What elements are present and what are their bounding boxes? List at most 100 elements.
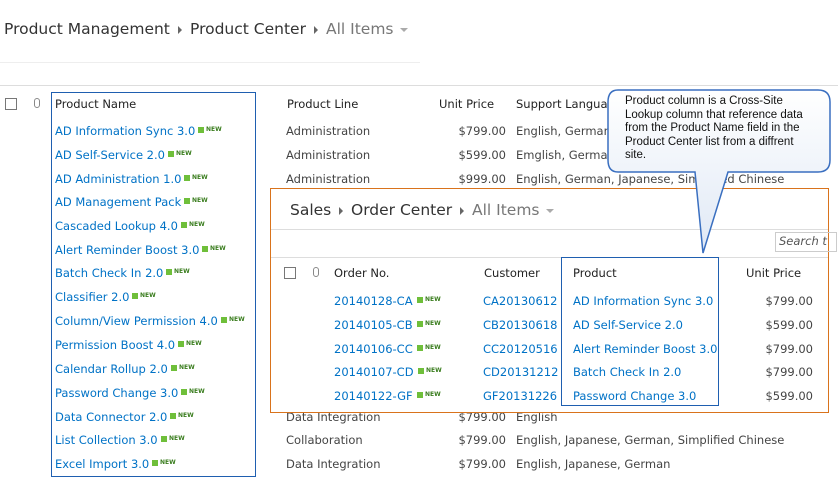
- new-badge: NEW: [417, 344, 441, 351]
- column-header[interactable]: Product: [573, 266, 617, 280]
- checkbox[interactable]: [284, 267, 296, 279]
- customer[interactable]: GF20131226: [483, 389, 558, 403]
- breadcrumb-item[interactable]: Sales: [290, 201, 332, 219]
- column-header[interactable]: Order No.: [334, 266, 390, 280]
- product[interactable]: Alert Reminder Boost 3.0: [573, 342, 718, 356]
- new-badge: NEW: [221, 316, 245, 323]
- product[interactable]: AD Self-Service 2.0: [573, 318, 683, 332]
- product-name[interactable]: Data Connector 2.0: [55, 410, 168, 424]
- attachment-icon: [313, 267, 319, 277]
- new-badge: NEW: [417, 320, 441, 327]
- product-name[interactable]: AD Self-Service 2.0: [55, 148, 165, 162]
- callout-text: Product column is a Cross-Site Lookup co…: [625, 95, 803, 161]
- unit-price: $599.00: [765, 318, 813, 332]
- column-header[interactable]: Support Langua: [516, 97, 608, 111]
- product-name[interactable]: AD Management Pack: [55, 195, 182, 209]
- unit-price: $799.00: [458, 433, 506, 447]
- column-header[interactable]: Unit Price: [746, 266, 802, 280]
- divider: [271, 257, 828, 258]
- breadcrumb-item[interactable]: Product Center: [190, 20, 306, 38]
- new-badge: NEW: [161, 435, 185, 442]
- product[interactable]: AD Information Sync 3.0: [573, 294, 714, 308]
- unit-price: $799.00: [765, 294, 813, 308]
- product-line: Administration: [286, 124, 371, 138]
- languages: English, Japanese, German, Simplified Ch…: [516, 433, 785, 447]
- languages: Emglish, German: [516, 148, 615, 162]
- search-placeholder[interactable]: Search t: [779, 234, 827, 248]
- unit-price: $999.00: [458, 172, 506, 186]
- unit-price: $599.00: [458, 148, 506, 162]
- new-badge: NEW: [170, 412, 194, 419]
- customer[interactable]: CA20130612: [483, 294, 558, 308]
- product[interactable]: Password Change 3.0: [573, 389, 697, 403]
- breadcrumb-item[interactable]: All Items: [472, 201, 540, 219]
- chevron: [339, 207, 343, 215]
- column-header[interactable]: Customer: [484, 266, 540, 280]
- languages: English: [516, 410, 558, 424]
- customer[interactable]: CD20131212: [483, 365, 559, 379]
- chevron: [314, 26, 318, 34]
- unit-price: $799.00: [458, 124, 506, 138]
- order-no[interactable]: 20140106-CC: [334, 342, 413, 356]
- divider: [0, 85, 838, 86]
- product-name[interactable]: Column/View Permission 4.0: [55, 314, 218, 328]
- product-name[interactable]: Permission Boost 4.0: [55, 338, 176, 352]
- product-name[interactable]: AD Information Sync 3.0: [55, 124, 196, 138]
- product-line: Administration: [286, 148, 371, 162]
- order-no[interactable]: 20140107-CD: [334, 365, 414, 379]
- new-badge: NEW: [152, 459, 176, 466]
- new-badge: NEW: [171, 364, 195, 371]
- column-header[interactable]: Product Name: [55, 97, 137, 111]
- search-box[interactable]: [775, 232, 837, 252]
- new-badge: NEW: [166, 268, 190, 275]
- languages: English, Japanese, German: [516, 457, 671, 471]
- product-name[interactable]: Alert Reminder Boost 3.0: [55, 243, 200, 257]
- customer[interactable]: CB20130618: [483, 318, 558, 332]
- product-line: Administration: [286, 172, 371, 186]
- column-header[interactable]: Product Line: [287, 97, 359, 111]
- new-badge: NEW: [417, 391, 441, 398]
- callout-shape: [607, 89, 831, 254]
- product-name[interactable]: Excel Import 3.0: [55, 457, 150, 471]
- languages: English, German: [516, 124, 611, 138]
- unit-price: $799.00: [765, 342, 813, 356]
- product-name[interactable]: AD Administration 1.0: [55, 172, 182, 186]
- chevron: [460, 207, 464, 215]
- new-badge: NEW: [168, 150, 192, 157]
- new-badge: NEW: [202, 245, 226, 252]
- new-badge: NEW: [132, 292, 156, 299]
- breadcrumb-item[interactable]: All Items: [326, 20, 394, 38]
- divider: [0, 62, 420, 63]
- product-name[interactable]: List Collection 3.0: [55, 433, 158, 447]
- attachment-icon: [34, 98, 40, 108]
- product-name[interactable]: Cascaded Lookup 4.0: [55, 219, 178, 233]
- new-badge: NEW: [418, 367, 442, 374]
- product-name[interactable]: Calendar Rollup 2.0: [55, 362, 168, 376]
- order-no[interactable]: 20140128-CA: [334, 294, 413, 308]
- product-name[interactable]: Classifier 2.0: [55, 290, 130, 304]
- product[interactable]: Batch Check In 2.0: [573, 365, 682, 379]
- product-line: Data Integration: [286, 457, 381, 471]
- order-no[interactable]: 20140105-CB: [334, 318, 413, 332]
- dropdown-arrow: [400, 28, 408, 32]
- checkbox[interactable]: [5, 98, 17, 110]
- breadcrumb-item[interactable]: Product Management: [4, 20, 170, 38]
- product-name[interactable]: Password Change 3.0: [55, 386, 179, 400]
- product-line: Collaboration: [286, 433, 363, 447]
- highlight-box: [51, 92, 256, 477]
- product-name[interactable]: Batch Check In 2.0: [55, 266, 164, 280]
- breadcrumb-item[interactable]: Order Center: [351, 201, 453, 219]
- new-badge: NEW: [181, 388, 205, 395]
- new-badge: NEW: [181, 221, 205, 228]
- new-badge: NEW: [198, 126, 222, 133]
- customer[interactable]: CC20120516: [483, 342, 558, 356]
- new-badge: NEW: [184, 197, 208, 204]
- new-badge: NEW: [184, 174, 208, 181]
- unit-price: $799.00: [458, 410, 506, 424]
- order-no[interactable]: 20140122-GF: [334, 389, 413, 403]
- unit-price: $799.00: [765, 365, 813, 379]
- unit-price: $599.00: [765, 389, 813, 403]
- column-header[interactable]: Unit Price: [439, 97, 495, 111]
- chevron: [178, 26, 182, 34]
